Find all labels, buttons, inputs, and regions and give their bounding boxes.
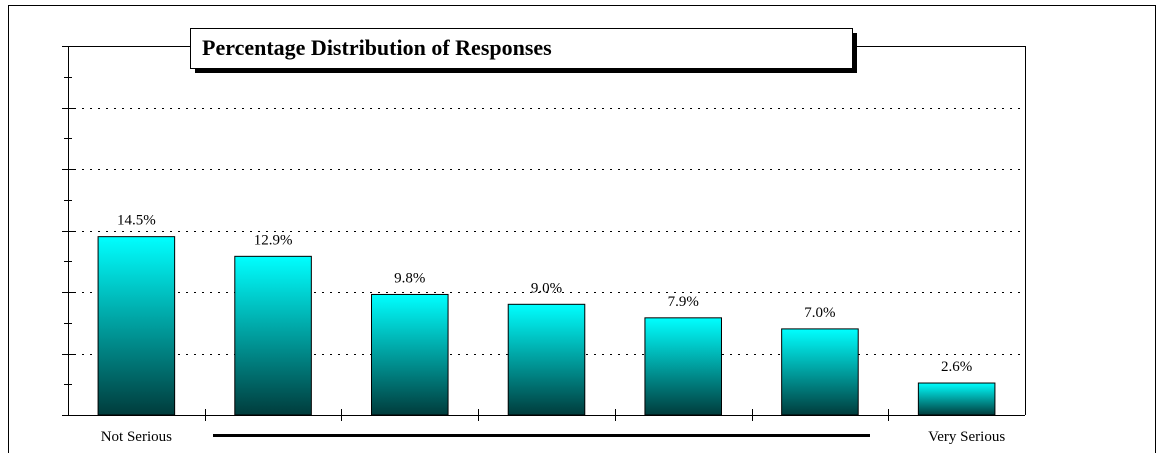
value-label: 12.9% (254, 232, 293, 248)
plot: Not Serious 14.5% 12.9% 9.8% 9.0% 7.9% 7.0% Ver… (62, 46, 1026, 445)
value-label: 9.0% (531, 280, 562, 296)
value-label: 7.0% (804, 305, 835, 321)
bar (97, 236, 176, 416)
bar (507, 303, 586, 416)
bar (371, 293, 449, 416)
bar (917, 382, 996, 416)
value-label: 7.9% (668, 294, 699, 310)
title-box (190, 28, 853, 69)
value-label: 2.6% (941, 359, 972, 375)
value-label: 9.8% (394, 270, 425, 286)
value-label: 14.5% (117, 213, 156, 229)
bar (234, 255, 312, 416)
frame (8, 5, 1156, 453)
x-tick-label: Not Serious (101, 429, 172, 445)
chart-title: Percentage Distribution of Responses (202, 35, 552, 60)
bar (644, 317, 722, 416)
x-tick-label: Very Serious (928, 429, 1005, 445)
bar (781, 328, 859, 416)
